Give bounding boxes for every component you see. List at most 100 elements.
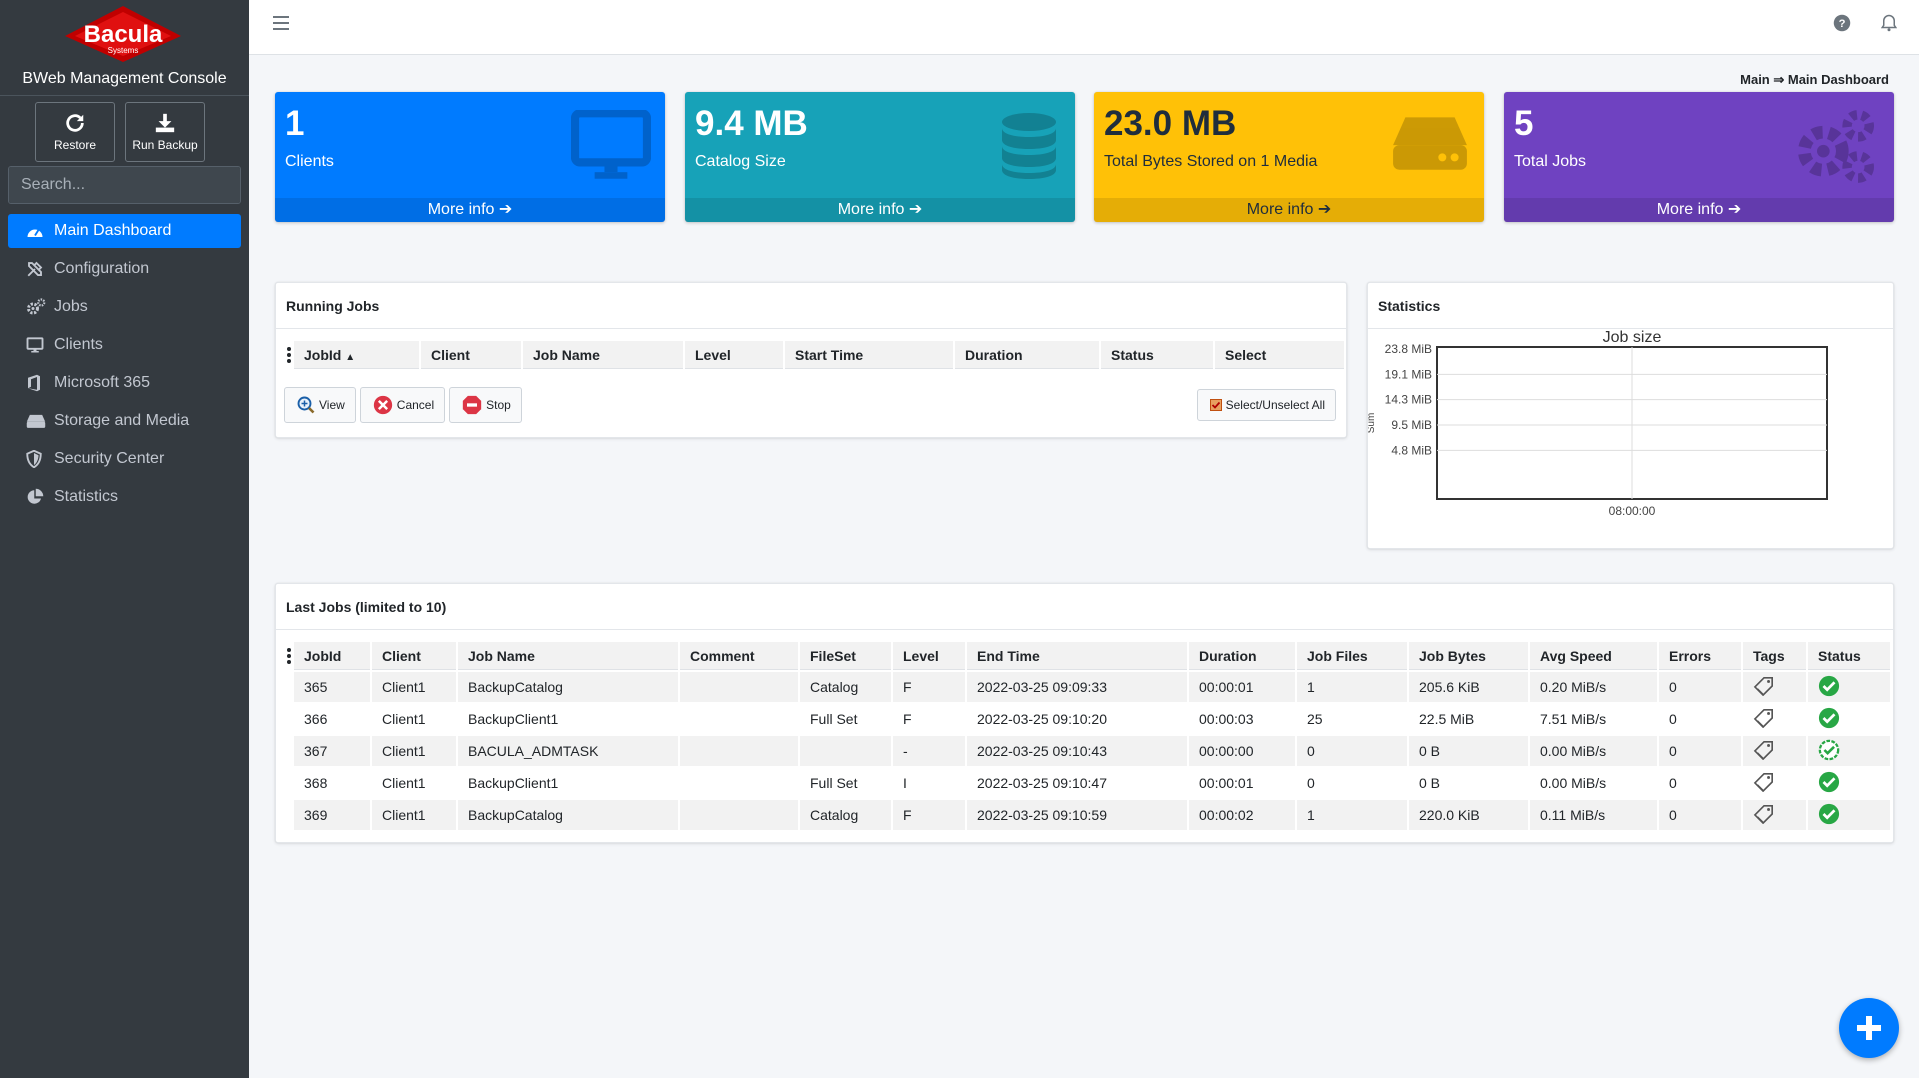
desktop-icon — [26, 336, 48, 354]
check-circle-icon — [1818, 707, 1840, 732]
cell-end-time: 2022-03-25 09:10:59 — [967, 800, 1187, 830]
total-jobs-value: 5 — [1514, 104, 1534, 143]
sidebar: Bacula Systems BWeb Management Console R… — [0, 0, 249, 1078]
column-level[interactable]: Level — [685, 341, 783, 369]
restore-button[interactable]: Restore — [35, 102, 115, 162]
cell-job-files: 0 — [1307, 775, 1315, 791]
tag-icon[interactable] — [1753, 772, 1775, 795]
svg-text:Bacula: Bacula — [84, 21, 163, 48]
tag-icon[interactable] — [1753, 676, 1775, 699]
total-jobs-info-box: 5 Total Jobs More info ➔ — [1504, 92, 1894, 222]
cell-client: Client1 — [372, 736, 456, 766]
cell-comment — [680, 736, 798, 766]
jobs-more-info-link[interactable]: More info ➔ — [1504, 198, 1894, 222]
help-icon[interactable]: ? — [1833, 14, 1851, 37]
check-circle-icon — [1818, 675, 1840, 700]
column-tags[interactable]: Tags — [1743, 642, 1806, 670]
cell-client: Client1 — [372, 800, 456, 830]
add-fab-button[interactable] — [1839, 998, 1899, 1058]
storage-more-info-link[interactable]: More info ➔ — [1094, 198, 1484, 222]
cell-fileset: Full Set — [810, 711, 858, 727]
column-menu-icon[interactable] — [286, 341, 292, 369]
column-job-files[interactable]: Job Files — [1297, 642, 1407, 670]
sidebar-item-statistics[interactable]: Statistics — [8, 480, 241, 514]
clients-more-info-link[interactable]: More info ➔ — [275, 198, 665, 222]
column-avg-speed[interactable]: Avg Speed — [1530, 642, 1657, 670]
total-bytes-label: Total Bytes Stored on 1 Media — [1104, 153, 1318, 170]
cell-comment — [680, 800, 798, 830]
shield-icon — [26, 450, 48, 468]
cell-duration: 00:00:00 — [1189, 736, 1295, 766]
column-client[interactable]: Client — [421, 341, 521, 369]
sidebar-item-microsoft-365[interactable]: Microsoft 365 — [8, 366, 241, 400]
column-duration[interactable]: Duration — [955, 341, 1099, 369]
cell-job-name: BACULA_ADMTASK — [458, 736, 678, 766]
column-job-name[interactable]: Job Name — [458, 642, 678, 670]
more-info-label: More info — [427, 201, 495, 218]
column-jobid[interactable]: JobId — [294, 642, 370, 670]
cell-level: I — [903, 775, 907, 791]
column-status[interactable]: Status — [1808, 642, 1890, 670]
cell-tags — [1743, 672, 1806, 702]
column-job-bytes[interactable]: Job Bytes — [1409, 642, 1528, 670]
sidebar-item-jobs[interactable]: Jobs — [8, 290, 241, 324]
column-level[interactable]: Level — [893, 642, 965, 670]
bell-icon[interactable] — [1880, 14, 1898, 37]
clients-info-box: 1 Clients More info ➔ — [275, 92, 665, 222]
column-errors[interactable]: Errors — [1659, 642, 1741, 670]
column-select[interactable]: Select — [1215, 341, 1344, 369]
table-row[interactable]: 369 Client1 BackupCatalog Catalog F 2022… — [286, 800, 1890, 830]
sidebar-item-main-dashboard[interactable]: Main Dashboard — [8, 214, 241, 248]
run-backup-button[interactable]: Run Backup — [125, 102, 205, 162]
sidebar-item-storage-and-media[interactable]: Storage and Media — [8, 404, 241, 438]
sidebar-item-label: Jobs — [54, 298, 88, 315]
sidebar-item-configuration[interactable]: Configuration — [8, 252, 241, 286]
select-all-label: Select/Unselect All — [1225, 398, 1325, 412]
cell-errors: 0 — [1669, 711, 1677, 727]
clients-label: Clients — [285, 153, 334, 170]
check-circle-icon — [1818, 771, 1840, 796]
cell-tags — [1743, 768, 1806, 798]
search-input[interactable] — [9, 167, 240, 203]
table-row[interactable]: 368 Client1 BackupClient1 Full Set I 202… — [286, 768, 1890, 798]
column-jobid[interactable]: JobId ▲ — [294, 341, 419, 369]
column-menu-icon[interactable] — [286, 642, 292, 670]
cell-job-bytes: 0 B — [1409, 736, 1528, 766]
table-row[interactable]: 367 Client1 BACULA_ADMTASK - 2022-03-25 … — [286, 736, 1890, 766]
sidebar-item-security-center[interactable]: Security Center — [8, 442, 241, 476]
last-jobs-title: Last Jobs (limited to 10) — [276, 584, 1893, 630]
hdd-icon — [26, 413, 48, 429]
dashboard-icon — [26, 223, 48, 239]
cell-errors: 0 — [1659, 672, 1741, 702]
column-duration[interactable]: Duration — [1189, 642, 1295, 670]
column-job-name[interactable]: Job Name — [523, 341, 683, 369]
catalog-size-label: Catalog Size — [695, 153, 786, 170]
y-tick-label: 9.5 MiB — [1391, 418, 1432, 432]
column-end-time[interactable]: End Time — [967, 642, 1187, 670]
column-fileset[interactable]: FileSet — [800, 642, 891, 670]
cancel-button[interactable]: Cancel — [359, 387, 446, 423]
tag-icon[interactable] — [1753, 804, 1775, 827]
brand-logo[interactable]: Bacula Systems BWeb Management Console — [0, 0, 249, 96]
column-status[interactable]: Status — [1101, 341, 1213, 369]
tag-icon[interactable] — [1753, 740, 1775, 763]
hdd-icon — [1393, 117, 1467, 170]
cell-status — [1808, 736, 1890, 766]
catalog-more-info-link[interactable]: More info ➔ — [685, 198, 1075, 222]
column-client[interactable]: Client — [372, 642, 456, 670]
column-comment[interactable]: Comment — [680, 642, 798, 670]
cell-job-files: 1 — [1297, 800, 1407, 830]
cell-errors: 0 — [1659, 800, 1741, 830]
table-row[interactable]: 365 Client1 BackupCatalog Catalog F 2022… — [286, 672, 1890, 702]
sidebar-item-clients[interactable]: Clients — [8, 328, 241, 362]
select-unselect-all-button[interactable]: Select/Unselect All — [1196, 389, 1336, 421]
table-row[interactable]: 366 Client1 BackupClient1 Full Set F 202… — [286, 704, 1890, 734]
column-start-time[interactable]: Start Time — [785, 341, 953, 369]
menu-toggle-icon[interactable] — [273, 16, 289, 35]
cogs-icon — [26, 298, 48, 316]
stop-button[interactable]: Stop — [449, 387, 522, 423]
cell-avg-speed: 0.00 MiB/s — [1540, 775, 1607, 791]
search-button[interactable] — [240, 167, 241, 203]
view-button[interactable]: View — [284, 387, 356, 423]
tag-icon[interactable] — [1753, 708, 1775, 731]
